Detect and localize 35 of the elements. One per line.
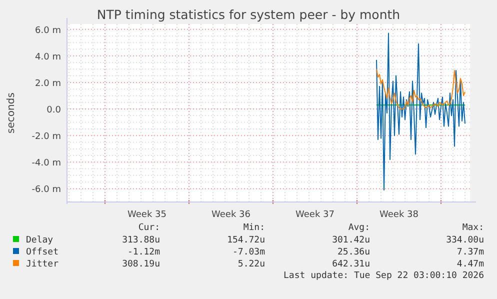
text: 25.36u xyxy=(337,248,370,258)
legend-label: Jitter xyxy=(26,260,60,270)
y-tick-label: -2.0 m xyxy=(32,132,61,142)
text: Min: xyxy=(243,223,265,233)
text: 313.88u xyxy=(122,236,160,246)
y-tick-label: 4.0 m xyxy=(35,52,61,62)
y-tick-label: 2.0 m xyxy=(35,78,61,89)
text: 334.00u xyxy=(446,236,484,246)
y-axis-title: seconds xyxy=(6,92,17,134)
y-tick-label: 6.0 m xyxy=(35,26,61,36)
legend-label: Delay xyxy=(26,236,54,246)
text: Avg: xyxy=(348,223,370,233)
text: 642.31u xyxy=(332,260,370,270)
text: 4.47m xyxy=(456,260,484,270)
text: Cur: xyxy=(138,223,160,233)
text: -7.03m xyxy=(232,248,265,258)
text: Last update: Tue Sep 22 03:00:10 2026 xyxy=(284,271,484,281)
x-tick-label: Week 37 xyxy=(296,210,334,220)
chart-title: NTP timing statistics for system peer - by month xyxy=(96,7,400,22)
x-tick-label: Week 38 xyxy=(380,210,419,220)
line-series xyxy=(376,32,466,191)
y-tick-label: -6.0 m xyxy=(32,185,61,196)
y-tick-label: 0.0 xyxy=(46,106,62,116)
x-tick-label: Week 35 xyxy=(128,210,166,220)
text: 7.37m xyxy=(456,248,484,258)
x-tick-label: Week 36 xyxy=(212,210,251,220)
text: 154.72u xyxy=(227,236,265,246)
line-series xyxy=(376,68,466,110)
text: 301.42u xyxy=(332,236,370,246)
legend-label: Offset xyxy=(26,248,59,258)
y-tick-label: -4.0 m xyxy=(32,158,61,169)
text: 308.19u xyxy=(122,260,160,270)
text: Max: xyxy=(462,223,484,233)
text: -1.12m xyxy=(127,248,160,258)
text: 5.22u xyxy=(238,260,265,270)
